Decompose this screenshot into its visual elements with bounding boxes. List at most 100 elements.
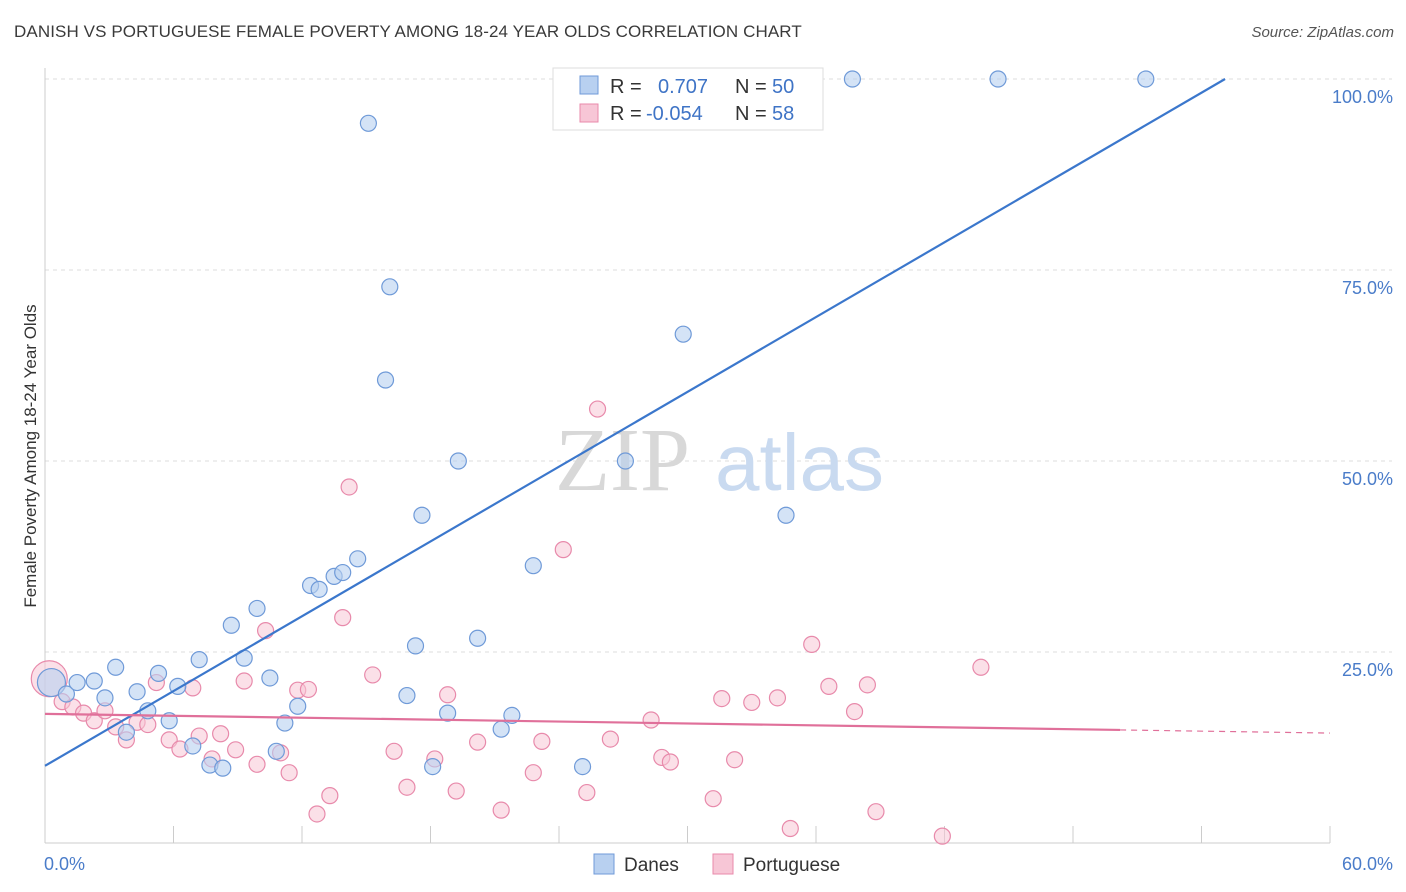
danes-point (36, 667, 67, 698)
portuguese-point (524, 764, 542, 782)
portuguese-point (601, 730, 620, 748)
legend-r-value-portuguese: -0.054 (646, 103, 703, 125)
watermark: ZIP atlas (555, 411, 884, 510)
danes-point (57, 685, 76, 703)
portuguese-point (334, 609, 352, 627)
danes-point (248, 599, 266, 618)
portuguese-point (492, 801, 510, 819)
danes-point (381, 278, 399, 296)
danes-point (214, 759, 232, 777)
bottom-legend-label-portuguese: Portuguese (743, 855, 840, 876)
portuguese-point (447, 782, 465, 800)
portuguese-point (858, 676, 877, 694)
tick-labels: 25.0% 50.0% 75.0% 100.0% 0.0% 60.0% (44, 87, 1393, 874)
bottom-legend-swatch-danes (593, 853, 615, 875)
danes-point (334, 563, 352, 582)
danes-point (406, 637, 425, 655)
chart-title: DANISH VS PORTUGUESE FEMALE POVERTY AMON… (14, 22, 802, 41)
portuguese-trend-extrapolation (1120, 729, 1331, 734)
legend-n-value-portuguese: 58 (772, 103, 794, 125)
y-tick-label: 100.0% (1332, 87, 1393, 107)
danes-point (68, 673, 86, 692)
portuguese-point (469, 733, 487, 751)
portuguese-point (578, 783, 596, 802)
portuguese-point (280, 764, 298, 782)
danes-point (439, 704, 457, 722)
danes-point (310, 580, 328, 598)
y-tick-label: 75.0% (1342, 278, 1393, 298)
y-tick-label: 50.0% (1342, 469, 1393, 489)
danes-point (117, 723, 135, 741)
danes-point (190, 651, 208, 669)
danes-point (184, 737, 202, 755)
danes-point (149, 664, 168, 682)
danes-point (449, 452, 467, 470)
portuguese-point (972, 658, 990, 676)
bottom-legend: Danes Portuguese (593, 853, 840, 876)
portuguese-point (661, 753, 679, 771)
danes-point (989, 70, 1007, 88)
grid-lines (45, 78, 1392, 653)
legend-n-label: N = (735, 103, 767, 125)
portuguese-point (235, 672, 253, 690)
danes-point (524, 557, 542, 575)
trend-lines (44, 78, 1331, 767)
y-tick-label: 25.0% (1342, 660, 1393, 680)
danes-point (469, 629, 487, 647)
danes-point (107, 658, 125, 676)
danes-point (492, 720, 510, 738)
danes-point (96, 689, 114, 707)
portuguese-point (867, 803, 885, 821)
danes-point (674, 325, 692, 343)
portuguese-point (248, 755, 266, 773)
bottom-legend-label-danes: Danes (624, 855, 679, 876)
bottom-legend-swatch-portuguese (712, 853, 734, 875)
danes-point (261, 669, 279, 687)
portuguese-point (704, 790, 722, 808)
danes-point (267, 742, 285, 760)
legend-r-label: R = (610, 76, 642, 98)
portuguese-point (820, 677, 838, 695)
portuguese-point (299, 680, 318, 699)
danes-point (289, 697, 307, 715)
portuguese-point (398, 778, 416, 796)
x-tick-label: 0.0% (44, 854, 85, 874)
danes-point (359, 114, 377, 132)
portuguese-point (726, 751, 744, 769)
watermark-atlas: atlas (715, 418, 884, 507)
danes-point (413, 506, 431, 524)
portuguese-point (212, 725, 230, 743)
portuguese-point (227, 741, 245, 759)
danes-trend-line (44, 78, 1226, 767)
source-credit: Source: ZipAtlas.com (1251, 24, 1394, 41)
portuguese-point (85, 712, 103, 730)
danes-point (85, 672, 103, 690)
portuguese-point (781, 819, 799, 838)
danes-point (222, 616, 240, 634)
danes-point (777, 506, 795, 524)
portuguese-point (845, 702, 864, 721)
danes-point (398, 686, 416, 705)
portuguese-point (321, 787, 339, 805)
legend-n-label: N = (735, 76, 767, 98)
danes-point (503, 706, 521, 725)
portuguese-point (364, 666, 382, 684)
danes-point (424, 757, 442, 776)
danes-point (376, 371, 395, 389)
legend-r-label: R = (610, 103, 642, 125)
portuguese-trend-line (44, 712, 1121, 732)
portuguese-point (743, 693, 761, 712)
danes-point (843, 70, 862, 88)
portuguese-point (340, 478, 358, 496)
portuguese-point (439, 686, 457, 704)
danes-point (276, 714, 294, 732)
legend: R = 0.707 N = 50 R = -0.054 N = 58 (552, 67, 824, 131)
legend-swatch-danes (579, 75, 599, 95)
portuguese-point (713, 690, 731, 708)
legend-n-value-danes: 50 (772, 76, 794, 98)
danes-point (1137, 70, 1155, 88)
x-tick-label: 60.0% (1342, 854, 1393, 874)
portuguese-point (933, 827, 951, 845)
axes (44, 68, 1331, 844)
